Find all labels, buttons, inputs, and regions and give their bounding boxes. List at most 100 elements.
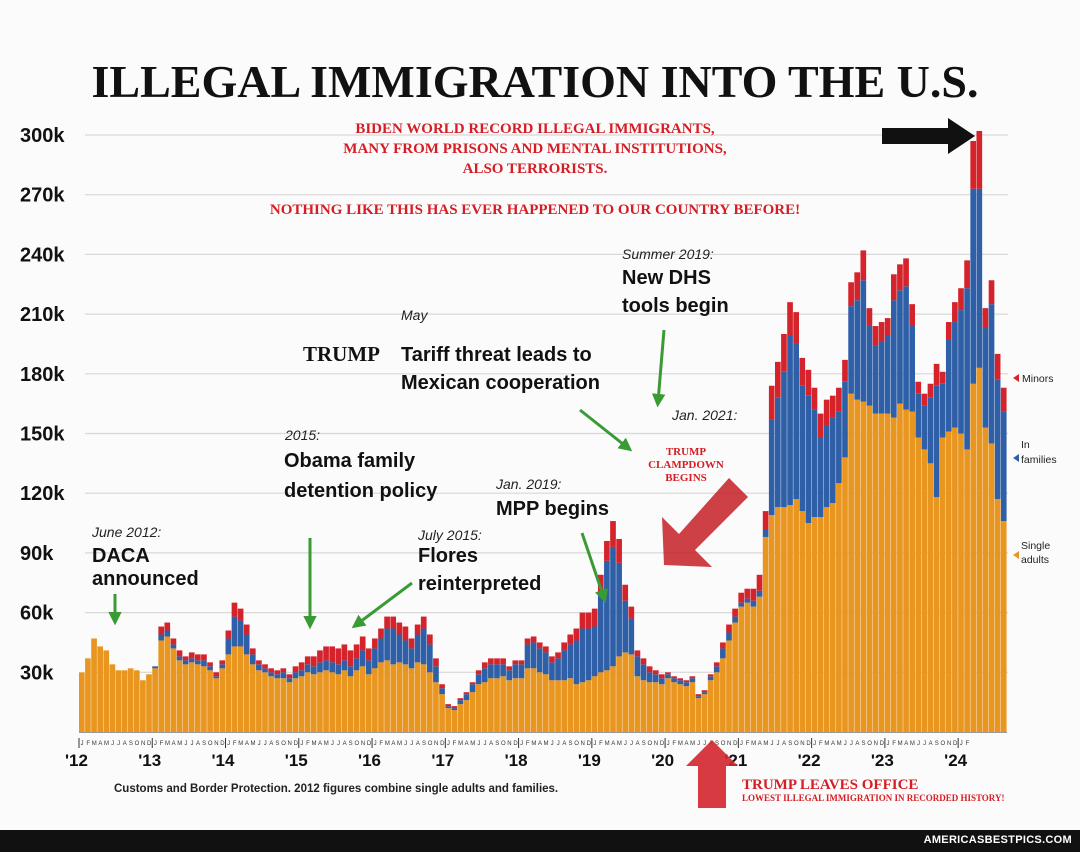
bar-segment: [335, 664, 342, 675]
bar-segment: [500, 676, 506, 732]
jan2021-date: Jan. 2021:: [671, 407, 737, 423]
subtitle-block: BIDEN WORLD RECORD ILLEGAL IMMIGRANTS, M…: [270, 121, 800, 218]
bar-segment: [878, 413, 885, 732]
bar-segment: [207, 670, 213, 732]
y-tick-label: 90k: [20, 543, 54, 565]
month-tick: A: [98, 741, 102, 747]
bar-segment: [268, 672, 274, 677]
month-tick: N: [947, 741, 951, 747]
year-tick: '16: [358, 751, 381, 770]
month-tick: N: [361, 741, 365, 747]
month-tick: M: [251, 741, 256, 747]
bar-segment: [842, 457, 848, 732]
bar-segment: [555, 652, 561, 659]
bar-segment: [793, 343, 799, 500]
month-tick: S: [422, 741, 426, 747]
bar-segment: [457, 704, 464, 732]
year-tick: '19: [578, 751, 601, 770]
month-tick: J: [850, 741, 853, 747]
bar-segment: [677, 680, 683, 685]
bar-segment: [781, 334, 787, 372]
month-tick: F: [672, 741, 676, 747]
bar-segment: [536, 672, 543, 732]
bar-segment: [897, 403, 903, 732]
month-tick: O: [867, 741, 872, 747]
bar-segment: [512, 664, 519, 679]
bar-segment: [164, 622, 171, 631]
bar-segment: [524, 638, 531, 645]
bar-segment: [768, 515, 775, 732]
bar-segment: [457, 698, 464, 701]
month-tick: S: [349, 741, 353, 747]
subtitle-claim: NOTHING LIKE THIS HAS EVER HAPPENED TO O…: [270, 202, 800, 218]
bar-segment: [646, 666, 653, 673]
bar-segment: [396, 634, 403, 663]
bar-segment: [744, 588, 751, 599]
tariff-date: May: [401, 307, 428, 323]
bar-segment: [976, 188, 983, 368]
bar-segment: [945, 431, 952, 732]
bar-segment: [353, 644, 360, 659]
year-tick-labels: '12'13'14'15'16'17'18'19'20'21'22'23'24: [65, 751, 968, 770]
tariff-arrow-icon: [579, 408, 633, 452]
bar-segment: [451, 708, 458, 711]
bar-segment: [543, 646, 549, 653]
month-tick: J: [557, 741, 560, 747]
month-tick: J: [740, 741, 743, 747]
bar-segment: [225, 654, 232, 732]
month-tick: J: [770, 741, 773, 747]
bar-segment: [982, 308, 989, 329]
bar-segment: [610, 546, 616, 667]
bar-segment: [433, 658, 439, 667]
month-tick: A: [684, 741, 688, 747]
bar-segment: [915, 393, 922, 438]
bar-segment: [427, 634, 433, 645]
bar-segment: [420, 628, 427, 665]
bar-segment: [298, 662, 305, 671]
bar-segment: [341, 644, 348, 661]
bar-segment: [799, 357, 806, 386]
y-tick-label: 120k: [20, 483, 65, 505]
month-tick: A: [416, 741, 420, 747]
month-tick: A: [391, 741, 395, 747]
annotation-obama: 2015: Obama family detention policy: [284, 427, 438, 630]
month-tick: N: [287, 741, 291, 747]
bar-segment: [555, 680, 561, 732]
chart-title: ILLEGAL IMMIGRATION INTO THE U.S.: [92, 56, 979, 107]
bar-segment: [652, 674, 659, 683]
bar-segment: [219, 668, 226, 732]
bar-segment: [726, 632, 732, 641]
month-tick: O: [794, 741, 799, 747]
bar-segment: [323, 646, 329, 661]
bar-segment: [164, 630, 171, 637]
bar-segment: [958, 433, 964, 732]
bar-segment: [891, 274, 897, 301]
bar-segment: [921, 405, 928, 450]
bar-segment: [280, 678, 287, 732]
bar-segment: [329, 672, 335, 732]
month-tick: D: [660, 741, 665, 747]
bar-segment: [481, 668, 488, 683]
dhs-line-1: New DHS: [622, 267, 711, 289]
y-gridlines: [85, 134, 1008, 673]
month-tick: M: [763, 741, 768, 747]
y-tick-label: 270k: [20, 185, 65, 207]
bar-segment: [817, 437, 824, 518]
bar-segment: [292, 666, 299, 673]
bar-segment: [256, 660, 262, 665]
bar-segment: [884, 335, 891, 414]
bar-segment: [781, 371, 787, 508]
month-tick: M: [324, 741, 329, 747]
month-tick: N: [434, 741, 438, 747]
daca-line-1: DACA: [92, 545, 150, 567]
bar-segment: [628, 606, 635, 619]
bar-segment: [335, 648, 342, 665]
month-tick: N: [507, 741, 511, 747]
bar-segment: [414, 624, 421, 635]
bar-segment: [872, 326, 879, 346]
bar-segment: [891, 417, 897, 732]
bar-segment: [249, 664, 256, 732]
bar-segment: [408, 668, 415, 732]
bar-segment: [103, 650, 110, 732]
bar-segment: [585, 680, 592, 732]
